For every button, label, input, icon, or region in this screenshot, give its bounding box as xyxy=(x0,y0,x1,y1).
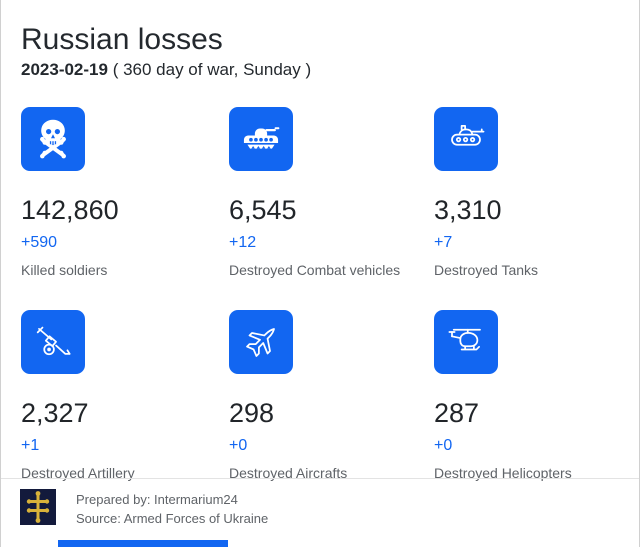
stat-card-aircrafts: 298 +0 Destroyed Aircrafts xyxy=(229,310,434,482)
stat-delta: +590 xyxy=(21,234,58,251)
stat-value: 287 xyxy=(434,398,480,428)
stat-value: 3,310 xyxy=(434,195,502,225)
stat-label: Destroyed Artillery xyxy=(21,465,135,481)
stat-label: Destroyed Tanks xyxy=(434,262,539,278)
stat-card-helicopters: 287 +0 Destroyed Helicopters xyxy=(434,310,639,482)
footer: Prepared by: Intermarium24 Source: Armed… xyxy=(1,478,639,528)
header: Russian losses 2023-02-19 ( 360 day of w… xyxy=(1,0,639,82)
stat-delta: +12 xyxy=(229,234,257,251)
helicopter-icon xyxy=(434,310,498,374)
footer-credits: Prepared by: Intermarium24 Source: Armed… xyxy=(76,489,268,528)
date-suffix: ( 360 day of war, Sunday ) xyxy=(107,60,312,79)
stat-value: 2,327 xyxy=(21,398,89,428)
stats-grid: 142,860 +590 Killed soldiers xyxy=(1,107,639,482)
stat-delta: +0 xyxy=(434,437,453,454)
prepared-by-line: Prepared by: Intermarium24 xyxy=(76,492,238,507)
stat-card-artillery: 2,327 +1 Destroyed Artillery xyxy=(21,310,229,482)
combat-vehicle-icon xyxy=(229,107,293,171)
stat-card-killed-soldiers: 142,860 +590 Killed soldiers xyxy=(21,107,229,279)
stat-value: 6,545 xyxy=(229,195,297,225)
tank-icon xyxy=(434,107,498,171)
intermarium24-logo xyxy=(20,489,56,525)
stat-label: Destroyed Aircrafts xyxy=(229,465,348,481)
skull-crossbones-icon xyxy=(21,107,85,171)
page-title: Russian losses xyxy=(21,23,223,56)
stat-label: Killed soldiers xyxy=(21,262,108,278)
stat-card-tanks: 3,310 +7 Destroyed Tanks xyxy=(434,107,639,279)
artillery-icon xyxy=(21,310,85,374)
stat-label: Destroyed Helicopters xyxy=(434,465,572,481)
date-value: 2023-02-19 xyxy=(21,60,108,79)
stat-card-combat-vehicles: 6,545 +12 Destroyed Combat vehicles xyxy=(229,107,434,279)
fighter-jet-icon xyxy=(229,310,293,374)
bottom-accent-bar xyxy=(58,540,228,547)
source-line: Source: Armed Forces of Ukraine xyxy=(76,511,269,526)
stat-delta: +0 xyxy=(229,437,248,454)
stat-value: 298 xyxy=(229,398,275,428)
stat-label: Destroyed Combat vehicles xyxy=(229,262,401,278)
stat-delta: +7 xyxy=(434,234,453,251)
stat-delta: +1 xyxy=(21,437,40,454)
date-line: 2023-02-19 ( 360 day of war, Sunday ) xyxy=(21,58,619,82)
stat-value: 142,860 xyxy=(21,195,119,225)
